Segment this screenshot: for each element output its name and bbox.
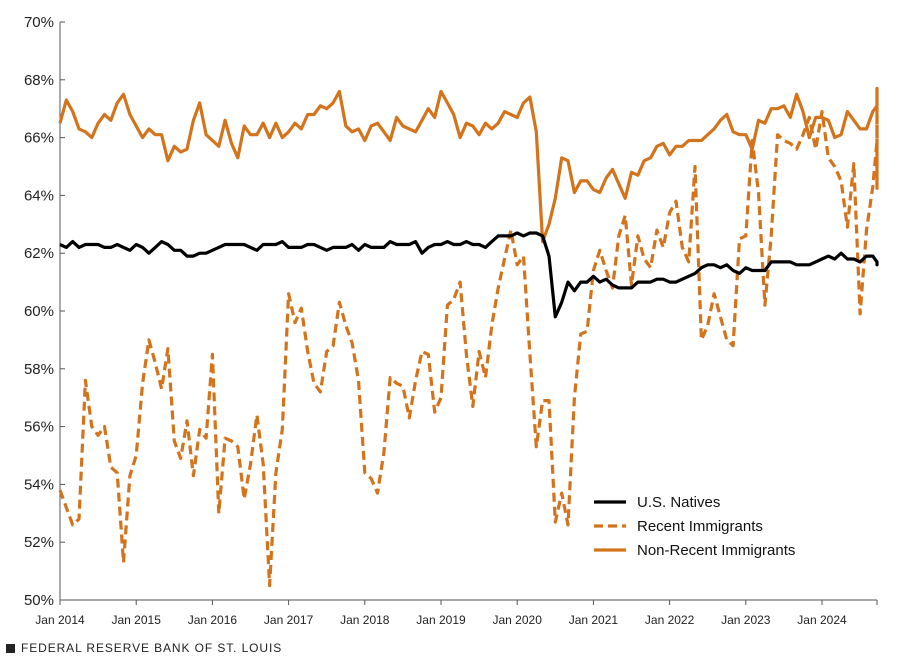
y-tick-label: 62% <box>24 245 54 262</box>
legend: U.S. Natives Recent Immigrants Non-Recen… <box>594 494 795 559</box>
legend-label-recent-immigrants: Recent Immigrants <box>637 518 763 535</box>
series-lines <box>58 86 879 588</box>
y-tick-label: 50% <box>24 592 54 609</box>
x-tick-label: Jan 2017 <box>264 613 314 627</box>
x-tick-label: Jan 2019 <box>416 613 466 627</box>
x-tick-label: Jan 2024 <box>797 613 847 627</box>
x-axis-ticks: Jan 2014 Jan 2015 Jan 2016 Jan 2017 Jan 2018… <box>35 600 878 627</box>
x-tick-label: Jan 2020 <box>493 613 543 627</box>
y-tick-label: 66% <box>24 130 54 147</box>
x-tick-label: Jan 2015 <box>112 613 162 627</box>
x-tick-label: Jan 2023 <box>721 613 771 627</box>
y-tick-label: 68% <box>24 72 54 89</box>
legend-label-non-recent-immigrants: Non-Recent Immigrants <box>637 542 795 559</box>
source-text: FEDERAL RESERVE BANK OF ST. LOUIS <box>21 641 283 655</box>
x-tick-label: Jan 2014 <box>35 613 85 627</box>
y-axis-ticks: 50% 52% 54% 56% 58% 60% 62% 64% 66% 68% 70% <box>24 14 65 609</box>
x-tick-label: Jan 2021 <box>569 613 619 627</box>
legend-label-us-natives: U.S. Natives <box>637 494 720 511</box>
source-footer: FEDERAL RESERVE BANK OF ST. LOUIS <box>6 641 282 655</box>
x-tick-label: Jan 2018 <box>340 613 390 627</box>
x-tick-label: Jan 2022 <box>645 613 695 627</box>
y-tick-label: 56% <box>24 419 54 436</box>
non-recent-immigrants-line <box>58 86 879 244</box>
y-tick-label: 64% <box>24 187 54 204</box>
recent-immigrants-line <box>58 109 879 588</box>
x-tick-label: Jan 2016 <box>188 613 238 627</box>
y-tick-label: 58% <box>24 361 54 378</box>
y-tick-label: 70% <box>24 14 54 31</box>
line-chart: 50% 52% 54% 56% 58% 60% 62% 64% 66% 68% 70% Jan 20… <box>24 14 879 627</box>
footer-square-icon <box>6 643 15 653</box>
y-tick-label: 54% <box>24 476 54 493</box>
us-natives-line <box>59 231 879 319</box>
y-tick-label: 60% <box>24 303 54 320</box>
y-tick-label: 52% <box>24 534 54 551</box>
